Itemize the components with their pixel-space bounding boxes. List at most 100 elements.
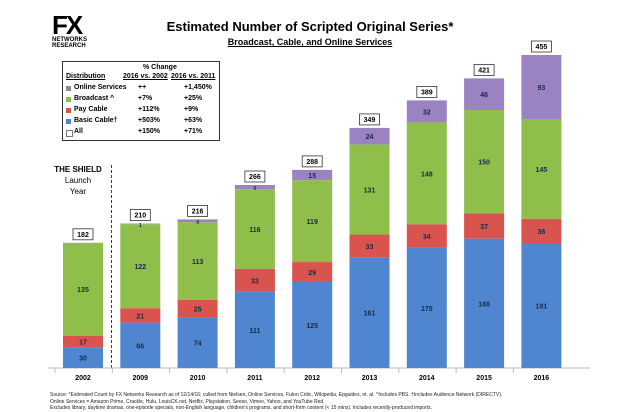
legend-change-2002: +503%: [138, 117, 160, 124]
bar-segment-pay-cable: [464, 213, 505, 239]
annotation-line2: Launch: [64, 176, 92, 185]
bar-segment-broadcast: [234, 189, 275, 269]
legend-swatch: [66, 108, 71, 113]
total-box: [531, 40, 552, 53]
bar-segment-basic-cable: [234, 291, 275, 368]
legend-col-2011: 2016 vs. 2011: [171, 73, 216, 80]
logo-line2: RESEARCH: [52, 43, 86, 49]
legend-col-2002: 2016 vs. 2002: [123, 73, 168, 80]
total-box: [473, 63, 495, 76]
total-box: [129, 209, 151, 221]
legend-swatch: [66, 119, 71, 124]
legend-label: All: [74, 128, 83, 135]
logo-main: FX: [52, 10, 83, 40]
segment-label: 150: [478, 160, 490, 167]
bar-segment-broadcast: [292, 180, 333, 263]
segment-label: 111: [249, 328, 260, 335]
segment-label: 188: [478, 301, 490, 308]
total-label: 210: [134, 213, 146, 220]
total-label: 389: [421, 89, 433, 96]
bar-segment-pay-cable: [292, 262, 333, 283]
bar-segment-basic-cable: [63, 347, 103, 368]
logo-line1: NETWORKS: [52, 37, 87, 43]
total-label: 288: [306, 159, 318, 166]
segment-label: 29: [308, 270, 316, 277]
legend-change-2002: +7%: [138, 95, 153, 102]
segment-label: 37: [480, 224, 488, 231]
segment-label: 148: [421, 171, 433, 178]
legend-row: Online Services ++ +1,450%: [66, 84, 218, 95]
segment-label: 1: [139, 223, 142, 229]
segment-label: 119: [307, 219, 318, 226]
segment-label: 33: [366, 244, 374, 251]
chart-subtitle: Broadcast, Cable, and Online Services: [227, 37, 393, 47]
legend-swatch: [66, 130, 73, 137]
bar-segment-online-services: [349, 127, 390, 145]
segment-label: 6: [254, 186, 257, 192]
x-tick-label: 2012: [304, 375, 320, 382]
total-label: 421: [478, 67, 490, 74]
x-tick-label: 2011: [247, 375, 262, 382]
bar-segment-online-services: [406, 100, 447, 123]
bar-segment-online-services: [120, 223, 161, 225]
segment-label: 21: [136, 313, 144, 320]
bar-segment-pay-cable: [234, 268, 275, 292]
x-tick-label: 2009: [133, 375, 149, 382]
bar-segment-broadcast: [63, 242, 103, 336]
segment-label: 135: [77, 287, 89, 294]
bar-segment-broadcast: [120, 224, 161, 309]
x-tick-label: 2013: [362, 375, 378, 382]
total-label: 349: [364, 117, 376, 124]
bar-segment-basic-cable: [177, 317, 218, 368]
legend-swatch: [66, 97, 71, 102]
segment-label: 145: [536, 167, 548, 174]
bar-segment-broadcast: [406, 122, 447, 225]
legend-swatch: [66, 86, 71, 91]
bar-segment-pay-cable: [63, 335, 103, 348]
legend-change-2011: +63%: [184, 117, 203, 124]
bar-segment-basic-cable: [406, 247, 447, 368]
legend-change-2002: +112%: [138, 106, 160, 113]
chart-title: Estimated Number of Scripted Original Se…: [166, 19, 454, 34]
segment-label: 175: [421, 306, 433, 313]
shield-annotation: THE SHIELD Launch Year: [48, 164, 108, 197]
bar-segment-broadcast: [349, 144, 390, 235]
segment-label: 161: [364, 311, 376, 318]
legend-change-2011: +25%: [184, 95, 203, 102]
source-line2: Online Services = Amazon Prime, Crackle,…: [50, 398, 325, 405]
fx-logo: FX NETWORKS RESEARCH: [52, 10, 92, 49]
legend-change-2002: +150%: [138, 128, 160, 135]
segment-label: 131: [364, 187, 376, 194]
legend-change-2011: +1,450%: [184, 84, 212, 91]
x-tick-label: 2015: [476, 375, 492, 382]
segment-label: 25: [194, 306, 202, 313]
bar-segment-broadcast: [464, 110, 505, 214]
bar-segment-broadcast: [521, 118, 562, 219]
legend-row: Broadcast ^ +7% +25%: [66, 95, 218, 106]
legend-row: Basic Cable† +503% +63%: [66, 117, 218, 128]
bar-segment-pay-cable: [349, 234, 390, 258]
bar-segment-online-services: [521, 55, 562, 119]
total-box: [72, 228, 94, 241]
total-box: [244, 170, 266, 183]
bar-segment-online-services: [464, 78, 505, 111]
legend-label: Basic Cable†: [74, 117, 118, 124]
segment-label: 46: [480, 92, 488, 99]
segment-label: 93: [538, 85, 546, 92]
source-line1: Source: *Estimated Count by FX Networks …: [50, 392, 503, 398]
legend-row: All +150% +71%: [66, 128, 218, 139]
bar-segment-online-services: [292, 169, 333, 181]
segment-label: 125: [306, 323, 318, 330]
annotation-line3: Year: [69, 187, 87, 196]
legend-change-2011: +71%: [184, 128, 203, 135]
legend-label: Pay Cable: [74, 106, 108, 113]
source-line3: Excludes library, daytime dramas, one-ep…: [50, 405, 433, 411]
x-tick-label: 2002: [75, 375, 91, 382]
total-label: 266: [249, 174, 261, 181]
legend-table: % Change Distribution 2016 vs. 2002 2016…: [62, 61, 220, 141]
segment-label: 15: [308, 173, 316, 180]
bar-segment-basic-cable: [292, 282, 333, 368]
bar-segment-pay-cable: [521, 218, 562, 244]
segment-label: 113: [192, 259, 203, 266]
